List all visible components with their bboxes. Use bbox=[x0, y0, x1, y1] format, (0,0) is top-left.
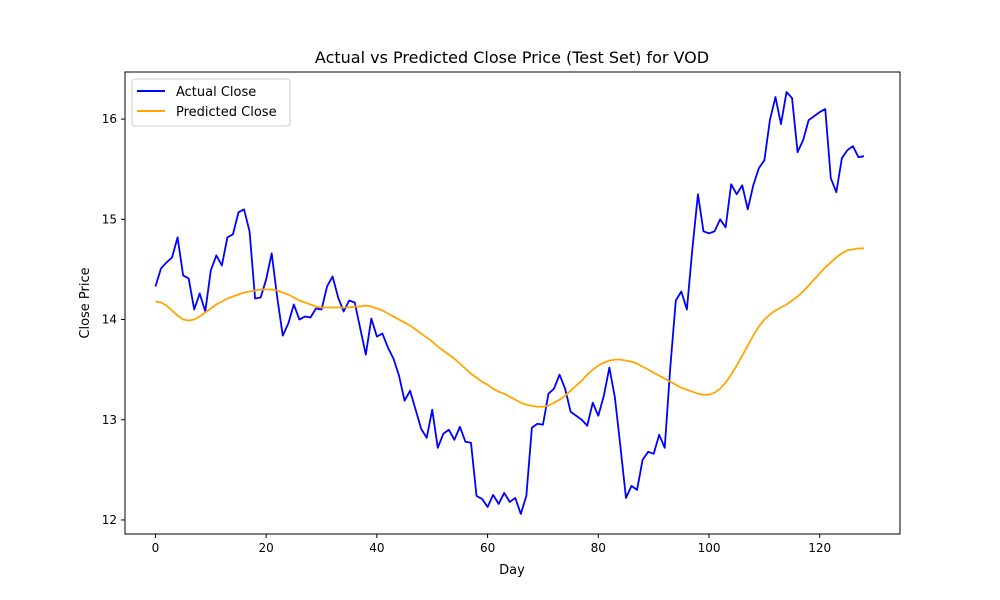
y-tick-label: 15 bbox=[102, 212, 117, 226]
series-line-actual bbox=[154, 91, 865, 515]
x-tick-label: 0 bbox=[152, 541, 160, 555]
x-tick-label: 100 bbox=[698, 541, 721, 555]
legend-label-predicted: Predicted Close bbox=[176, 105, 277, 120]
x-axis: 0 20 40 60 80 100 120 bbox=[152, 534, 831, 555]
y-tick-label: 14 bbox=[102, 313, 117, 327]
y-tick-label: 13 bbox=[102, 413, 117, 427]
x-tick-label: 20 bbox=[259, 541, 274, 555]
x-tick-label: 120 bbox=[808, 541, 831, 555]
plot-area bbox=[124, 71, 901, 535]
y-axis: 12 13 14 15 16 bbox=[102, 112, 125, 527]
chart-title: Actual vs Predicted Close Price (Test Se… bbox=[315, 48, 709, 67]
series-line-predicted bbox=[155, 247, 865, 408]
y-axis-label: Close Price bbox=[78, 267, 93, 338]
x-axis-label: Day bbox=[499, 563, 525, 578]
y-tick-label: 12 bbox=[102, 513, 117, 527]
legend-label-actual: Actual Close bbox=[176, 85, 256, 100]
x-tick-label: 60 bbox=[480, 541, 495, 555]
legend-box bbox=[131, 78, 291, 127]
x-tick-label: 80 bbox=[591, 541, 606, 555]
x-tick-label: 40 bbox=[369, 541, 384, 555]
y-tick-label: 16 bbox=[102, 112, 117, 126]
series-layer bbox=[154, 91, 865, 515]
legend: Actual Close Predicted Close bbox=[131, 78, 291, 127]
